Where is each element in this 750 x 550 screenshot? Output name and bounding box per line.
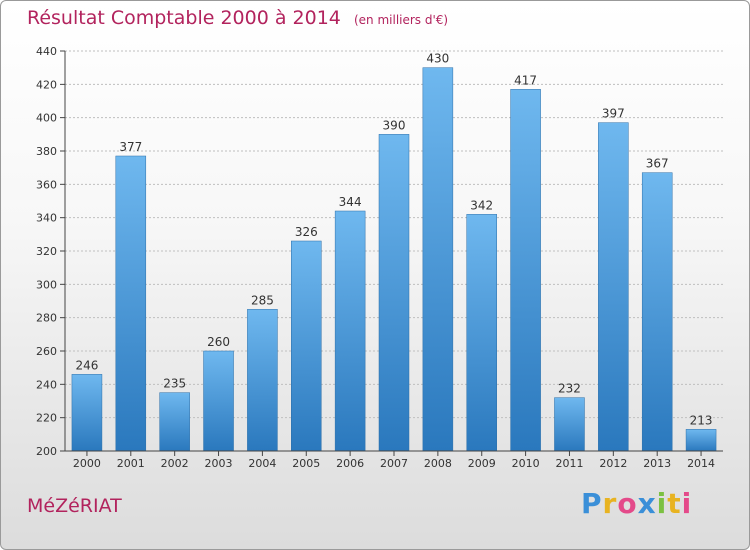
chart-title-main: Résultat Comptable 2000 à 2014: [27, 7, 341, 29]
data-label: 232: [558, 382, 581, 396]
bar: [422, 67, 454, 452]
logo-letter: i: [681, 487, 693, 520]
chart-title: Résultat Comptable 2000 à 2014 (en milli…: [27, 7, 448, 29]
bar: [466, 214, 497, 452]
x-tick-label: 2014: [687, 457, 715, 470]
x-tick-label: 2005: [292, 457, 320, 470]
y-tick-label: 420: [36, 78, 57, 91]
x-tick-label: 2010: [512, 457, 540, 470]
y-tick-label: 240: [36, 378, 57, 391]
y-tick-label: 320: [36, 245, 57, 258]
logo-letter: P: [581, 487, 603, 520]
x-tick-label: 2004: [248, 457, 276, 470]
data-label: 342: [470, 198, 493, 212]
y-tick-label: 200: [36, 445, 57, 458]
y-tick-label: 380: [36, 145, 57, 158]
bar: [291, 240, 322, 452]
bar: [334, 210, 366, 452]
x-tick-label: 2000: [73, 457, 101, 470]
y-tick-label: 360: [36, 178, 57, 191]
bar: [378, 134, 410, 452]
y-tick-label: 220: [36, 412, 57, 425]
data-label: 367: [646, 157, 669, 171]
x-tick-label: 2003: [205, 457, 233, 470]
logo-letter: r: [602, 487, 618, 520]
x-tick-label: 2012: [599, 457, 627, 470]
data-label: 417: [514, 73, 537, 87]
bar: [115, 155, 147, 452]
bar: [554, 397, 585, 452]
axes: 200 220 240 260 280 300 320 340 360 380 400 420 440 2…: [36, 45, 723, 470]
y-tick-label: 300: [36, 278, 57, 291]
bar: [510, 89, 541, 452]
logo-letter: t: [667, 487, 682, 520]
x-tick-label: 2007: [380, 457, 408, 470]
logo-letter: o: [617, 487, 638, 520]
x-tick-label: 2001: [117, 457, 145, 470]
proxiti-logo: Proxiti: [581, 487, 692, 520]
data-label: 246: [75, 358, 98, 372]
x-tick-label: 2011: [555, 457, 583, 470]
logo-letter: i: [656, 487, 668, 520]
bar: [685, 429, 717, 452]
x-tick-label: 2008: [424, 457, 452, 470]
y-tick-label: 440: [36, 45, 57, 58]
logo-letter: x: [637, 487, 657, 520]
x-tick-label: 2002: [161, 457, 189, 470]
y-tick-label: 260: [36, 345, 57, 358]
data-label: 430: [426, 52, 449, 66]
data-label: 344: [339, 195, 362, 209]
data-label: 260: [207, 335, 230, 349]
bars: 246 377 235 260 285 326 344 390 430 342 417 232 397 3…: [71, 52, 717, 452]
y-tick-label: 340: [36, 212, 57, 225]
y-tick-label: 280: [36, 312, 57, 325]
y-tick-label: 400: [36, 112, 57, 125]
x-tick-label: 2013: [643, 457, 671, 470]
data-label: 390: [383, 118, 406, 132]
bar: [247, 309, 278, 452]
commune-name: MéZéRIAT: [27, 495, 122, 517]
data-label: 377: [119, 140, 142, 154]
bar: [159, 392, 190, 452]
data-label: 285: [251, 293, 274, 307]
data-label: 397: [602, 107, 625, 121]
bar: [598, 122, 629, 452]
x-tick-label: 2009: [468, 457, 496, 470]
x-tick-label: 2006: [336, 457, 364, 470]
chart-subtitle: (en milliers d'€): [353, 13, 449, 27]
bar: [641, 172, 673, 452]
data-label: 326: [295, 225, 318, 239]
bar: [203, 350, 234, 452]
data-label: 235: [163, 377, 186, 391]
bar: [71, 374, 103, 452]
data-label: 213: [690, 413, 713, 427]
